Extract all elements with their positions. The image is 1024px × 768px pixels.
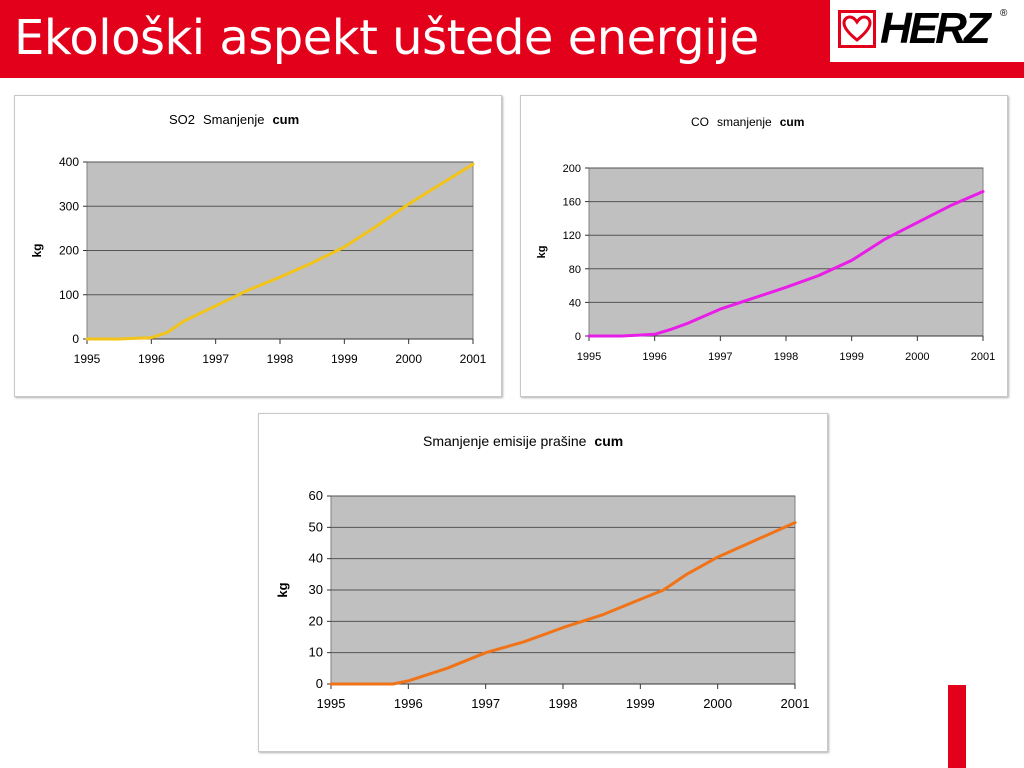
x-tick-label: 2001	[781, 696, 810, 711]
chart-title-part: cum	[272, 112, 299, 127]
y-tick-label: 50	[309, 519, 323, 534]
y-axis-label: kg	[30, 243, 44, 257]
y-tick-label: 20	[309, 613, 323, 628]
x-tick-label: 2000	[703, 696, 732, 711]
y-axis-label: kg	[275, 582, 290, 597]
x-tick-label: 1999	[626, 696, 655, 711]
x-tick-label: 1997	[202, 352, 229, 366]
chart-co: CO smanjenje cum 0 40 80 120 160 200 1995 1996 1997…	[520, 95, 1008, 397]
x-tick-label: 1996	[642, 351, 666, 363]
series-line	[587, 190, 985, 338]
x-tick-label: 2001	[971, 351, 995, 363]
corner-accent-bar	[948, 685, 966, 768]
x-tick-label: 1999	[839, 351, 863, 363]
y-tick-label: 200	[563, 163, 581, 175]
x-tick-label: 1998	[267, 352, 294, 366]
y-tick-label: 10	[309, 645, 323, 660]
registered-mark: ®	[1000, 8, 1008, 19]
y-tick-label: 100	[59, 288, 79, 302]
y-tick-label: 0	[575, 331, 581, 343]
x-tick-label: 2001	[460, 352, 487, 366]
chart-title-part: cum	[594, 433, 623, 449]
chart-so2-svg: SO2 Smanjenje cum 0 100 200 300 400 1995 1996 1997…	[30, 112, 487, 366]
x-tick-label: 1995	[74, 352, 101, 366]
series-line	[85, 162, 475, 341]
series-line	[329, 521, 797, 686]
x-tick-label: 2000	[395, 352, 422, 366]
chart-title-part: CO	[691, 115, 709, 129]
y-tick-label: 30	[309, 582, 323, 597]
x-tick-label: 1998	[774, 351, 798, 363]
x-tick-label: 1997	[471, 696, 500, 711]
y-tick-label: 60	[309, 488, 323, 503]
x-tick-label: 1997	[708, 351, 732, 363]
slide-title: Ekološki aspekt uštede energije	[14, 10, 759, 66]
y-tick-label: 160	[563, 197, 581, 209]
x-tick-label: 1998	[549, 696, 578, 711]
y-tick-label: 0	[72, 332, 79, 346]
y-tick-label: 200	[59, 244, 79, 258]
herz-logo: HERZ ®	[830, 0, 1024, 62]
chart-title: SO2 Smanjenje cum	[169, 112, 299, 127]
y-tick-label: 0	[316, 676, 323, 691]
chart-so2: SO2 Smanjenje cum 0 100 200 300 400 1995 1996 1997…	[14, 95, 502, 397]
x-tick-label: 1999	[331, 352, 358, 366]
x-tick-label: 1995	[317, 696, 346, 711]
chart-title: CO smanjenje cum	[691, 115, 804, 129]
x-tick-label: 1996	[394, 696, 423, 711]
chart-title-part: cum	[780, 115, 805, 129]
y-tick-label: 120	[563, 230, 581, 242]
x-tick-label: 1996	[138, 352, 165, 366]
y-tick-label: 80	[569, 264, 581, 276]
y-axis-label: kg	[536, 246, 548, 259]
chart-title-part: Smanjenje emisije prašine	[423, 433, 587, 449]
y-tick-label: 40	[309, 551, 323, 566]
chart-co-svg: CO smanjenje cum 0 40 80 120 160 200 1995 1996 1997…	[536, 115, 995, 363]
x-tick-label: 2000	[905, 351, 929, 363]
chart-title: Smanjenje emisije prašine cum	[423, 433, 623, 449]
chart-title-part: smanjenje	[717, 115, 772, 129]
chart-dust-svg: Smanjenje emisije prašine cum 0 10 20 30 40 50 6…	[275, 433, 810, 711]
y-tick-label: 40	[569, 297, 581, 309]
chart-dust: Smanjenje emisije prašine cum 0 10 20 30 40 50 6…	[258, 413, 828, 752]
x-tick-label: 1995	[577, 351, 601, 363]
heart-icon	[838, 10, 876, 48]
chart-title-part: Smanjenje	[203, 112, 264, 127]
plot-area	[588, 167, 984, 337]
logo-wordmark: HERZ	[880, 4, 991, 53]
y-tick-label: 400	[59, 155, 79, 169]
y-tick-label: 300	[59, 199, 79, 213]
chart-title-part: SO2	[169, 112, 195, 127]
